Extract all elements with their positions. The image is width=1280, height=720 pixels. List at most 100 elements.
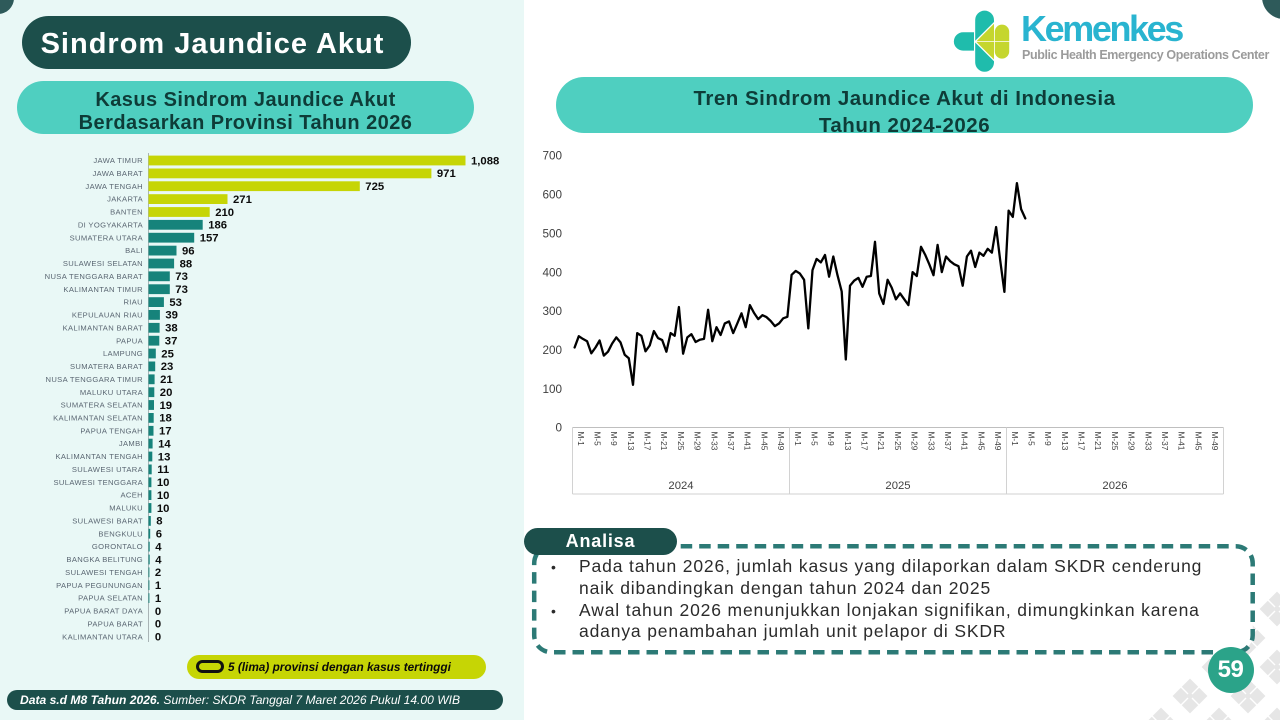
svg-text:38: 38 [165,323,178,335]
svg-text:19: 19 [160,400,173,412]
svg-text:M-5: M-5 [1027,432,1037,447]
svg-text:186: 186 [208,220,227,232]
svg-text:200: 200 [542,344,562,357]
svg-text:SUMATERA UTARA: SUMATERA UTARA [70,233,144,242]
svg-text:JAWA TIMUR: JAWA TIMUR [93,156,143,165]
svg-text:37: 37 [165,336,178,348]
svg-text:M-1: M-1 [793,432,803,447]
svg-text:M-41: M-41 [960,432,970,451]
svg-text:NUSA TENGGARA BARAT: NUSA TENGGARA BARAT [45,272,143,281]
svg-text:MALUKU: MALUKU [109,504,143,513]
svg-text:MALUKU UTARA: MALUKU UTARA [80,388,144,397]
svg-text:M-17: M-17 [1077,432,1087,451]
svg-text:10: 10 [157,503,170,515]
svg-text:2025: 2025 [885,480,910,492]
svg-text:73: 73 [175,271,188,283]
svg-text:KALIMANTAN TIMUR: KALIMANTAN TIMUR [63,285,143,294]
svg-text:1: 1 [155,580,161,592]
svg-text:0: 0 [155,619,161,631]
svg-text:M-45: M-45 [1193,432,1203,451]
svg-text:23: 23 [161,361,174,373]
svg-text:53: 53 [169,297,182,309]
svg-text:SULAWESI UTARA: SULAWESI UTARA [72,465,144,474]
svg-text:M-49: M-49 [776,432,786,451]
svg-text:SUMATERA SELATAN: SUMATERA SELATAN [61,401,143,410]
svg-text:4: 4 [155,541,162,553]
svg-text:M-17: M-17 [643,432,653,451]
svg-text:BANTEN: BANTEN [110,208,143,217]
svg-text:6: 6 [156,529,162,541]
svg-text:JAMBI: JAMBI [119,439,143,448]
svg-text:KALIMANTAN BARAT: KALIMANTAN BARAT [63,323,143,332]
svg-text:M-21: M-21 [876,432,886,451]
svg-text:KALIMANTAN SELATAN: KALIMANTAN SELATAN [53,414,143,423]
svg-text:BALI: BALI [125,246,143,255]
svg-text:2: 2 [155,567,161,579]
svg-text:271: 271 [233,194,252,206]
svg-text:M-37: M-37 [943,432,953,451]
svg-text:39: 39 [165,310,178,322]
svg-text:M-29: M-29 [1127,432,1137,451]
svg-text:SULAWESI TENGAH: SULAWESI TENGAH [65,568,143,577]
svg-text:M-13: M-13 [843,432,853,451]
svg-text:JAWA TENGAH: JAWA TENGAH [85,182,143,191]
svg-text:700: 700 [542,150,562,163]
svg-text:M-1: M-1 [1010,432,1020,447]
svg-text:BANGKA BELITUNG: BANGKA BELITUNG [66,555,143,564]
svg-text:725: 725 [365,181,384,193]
svg-text:M-9: M-9 [1043,432,1053,447]
svg-text:21: 21 [160,374,173,386]
svg-text:PAPUA TENGAH: PAPUA TENGAH [80,426,143,435]
svg-text:157: 157 [200,233,219,245]
svg-text:M-13: M-13 [626,432,636,451]
svg-text:M-21: M-21 [659,432,669,451]
svg-text:M-9: M-9 [826,432,836,447]
svg-text:M-29: M-29 [693,432,703,451]
svg-text:M-9: M-9 [609,432,619,447]
svg-text:0: 0 [555,422,562,435]
svg-text:M-33: M-33 [709,432,719,451]
svg-text:M-41: M-41 [743,432,753,451]
svg-text:M-25: M-25 [1110,432,1120,451]
svg-text:M-5: M-5 [593,432,603,447]
svg-text:88: 88 [180,258,193,270]
svg-text:PAPUA: PAPUA [116,336,144,345]
svg-text:M-21: M-21 [1093,432,1103,451]
svg-text:17: 17 [159,426,172,438]
svg-text:SULAWESI TENGGARA: SULAWESI TENGGARA [54,478,144,487]
svg-text:M-5: M-5 [810,432,820,447]
svg-text:SULAWESI SELATAN: SULAWESI SELATAN [63,259,143,268]
svg-text:BENGKULU: BENGKULU [98,529,143,538]
svg-text:11: 11 [157,464,169,476]
svg-text:0: 0 [155,632,161,644]
svg-text:GORONTALO: GORONTALO [92,542,143,551]
svg-text:M-33: M-33 [926,432,936,451]
svg-text:M-25: M-25 [676,432,686,451]
svg-text:400: 400 [542,266,562,279]
svg-text:2026: 2026 [1102,480,1127,492]
svg-text:M-41: M-41 [1177,432,1187,451]
svg-text:96: 96 [182,245,195,257]
svg-text:KALIMANTAN TENGAH: KALIMANTAN TENGAH [55,452,143,461]
svg-text:M-45: M-45 [976,432,986,451]
svg-text:M-13: M-13 [1060,432,1070,451]
svg-text:DI YOGYAKARTA: DI YOGYAKARTA [78,220,144,229]
svg-text:LAMPUNG: LAMPUNG [103,349,143,358]
svg-text:210: 210 [215,207,234,219]
svg-text:SUMATERA BARAT: SUMATERA BARAT [70,362,143,371]
svg-text:M-45: M-45 [759,432,769,451]
svg-text:SULAWESI BARAT: SULAWESI BARAT [72,517,143,526]
svg-text:PAPUA BARAT: PAPUA BARAT [88,619,143,628]
svg-text:M-37: M-37 [726,432,736,451]
svg-text:13: 13 [158,451,171,463]
svg-text:73: 73 [175,284,188,296]
svg-text:8: 8 [156,516,162,528]
svg-text:600: 600 [542,189,562,202]
svg-text:KEPULAUAN RIAU: KEPULAUAN RIAU [72,311,143,320]
svg-text:M-1: M-1 [576,432,586,447]
svg-text:PAPUA SELATAN: PAPUA SELATAN [78,594,143,603]
svg-text:971: 971 [437,168,456,180]
svg-text:KALIMANTAN UTARA: KALIMANTAN UTARA [62,632,143,641]
svg-text:PAPUA PEGUNUNGAN: PAPUA PEGUNUNGAN [56,581,143,590]
svg-text:18: 18 [159,413,172,425]
